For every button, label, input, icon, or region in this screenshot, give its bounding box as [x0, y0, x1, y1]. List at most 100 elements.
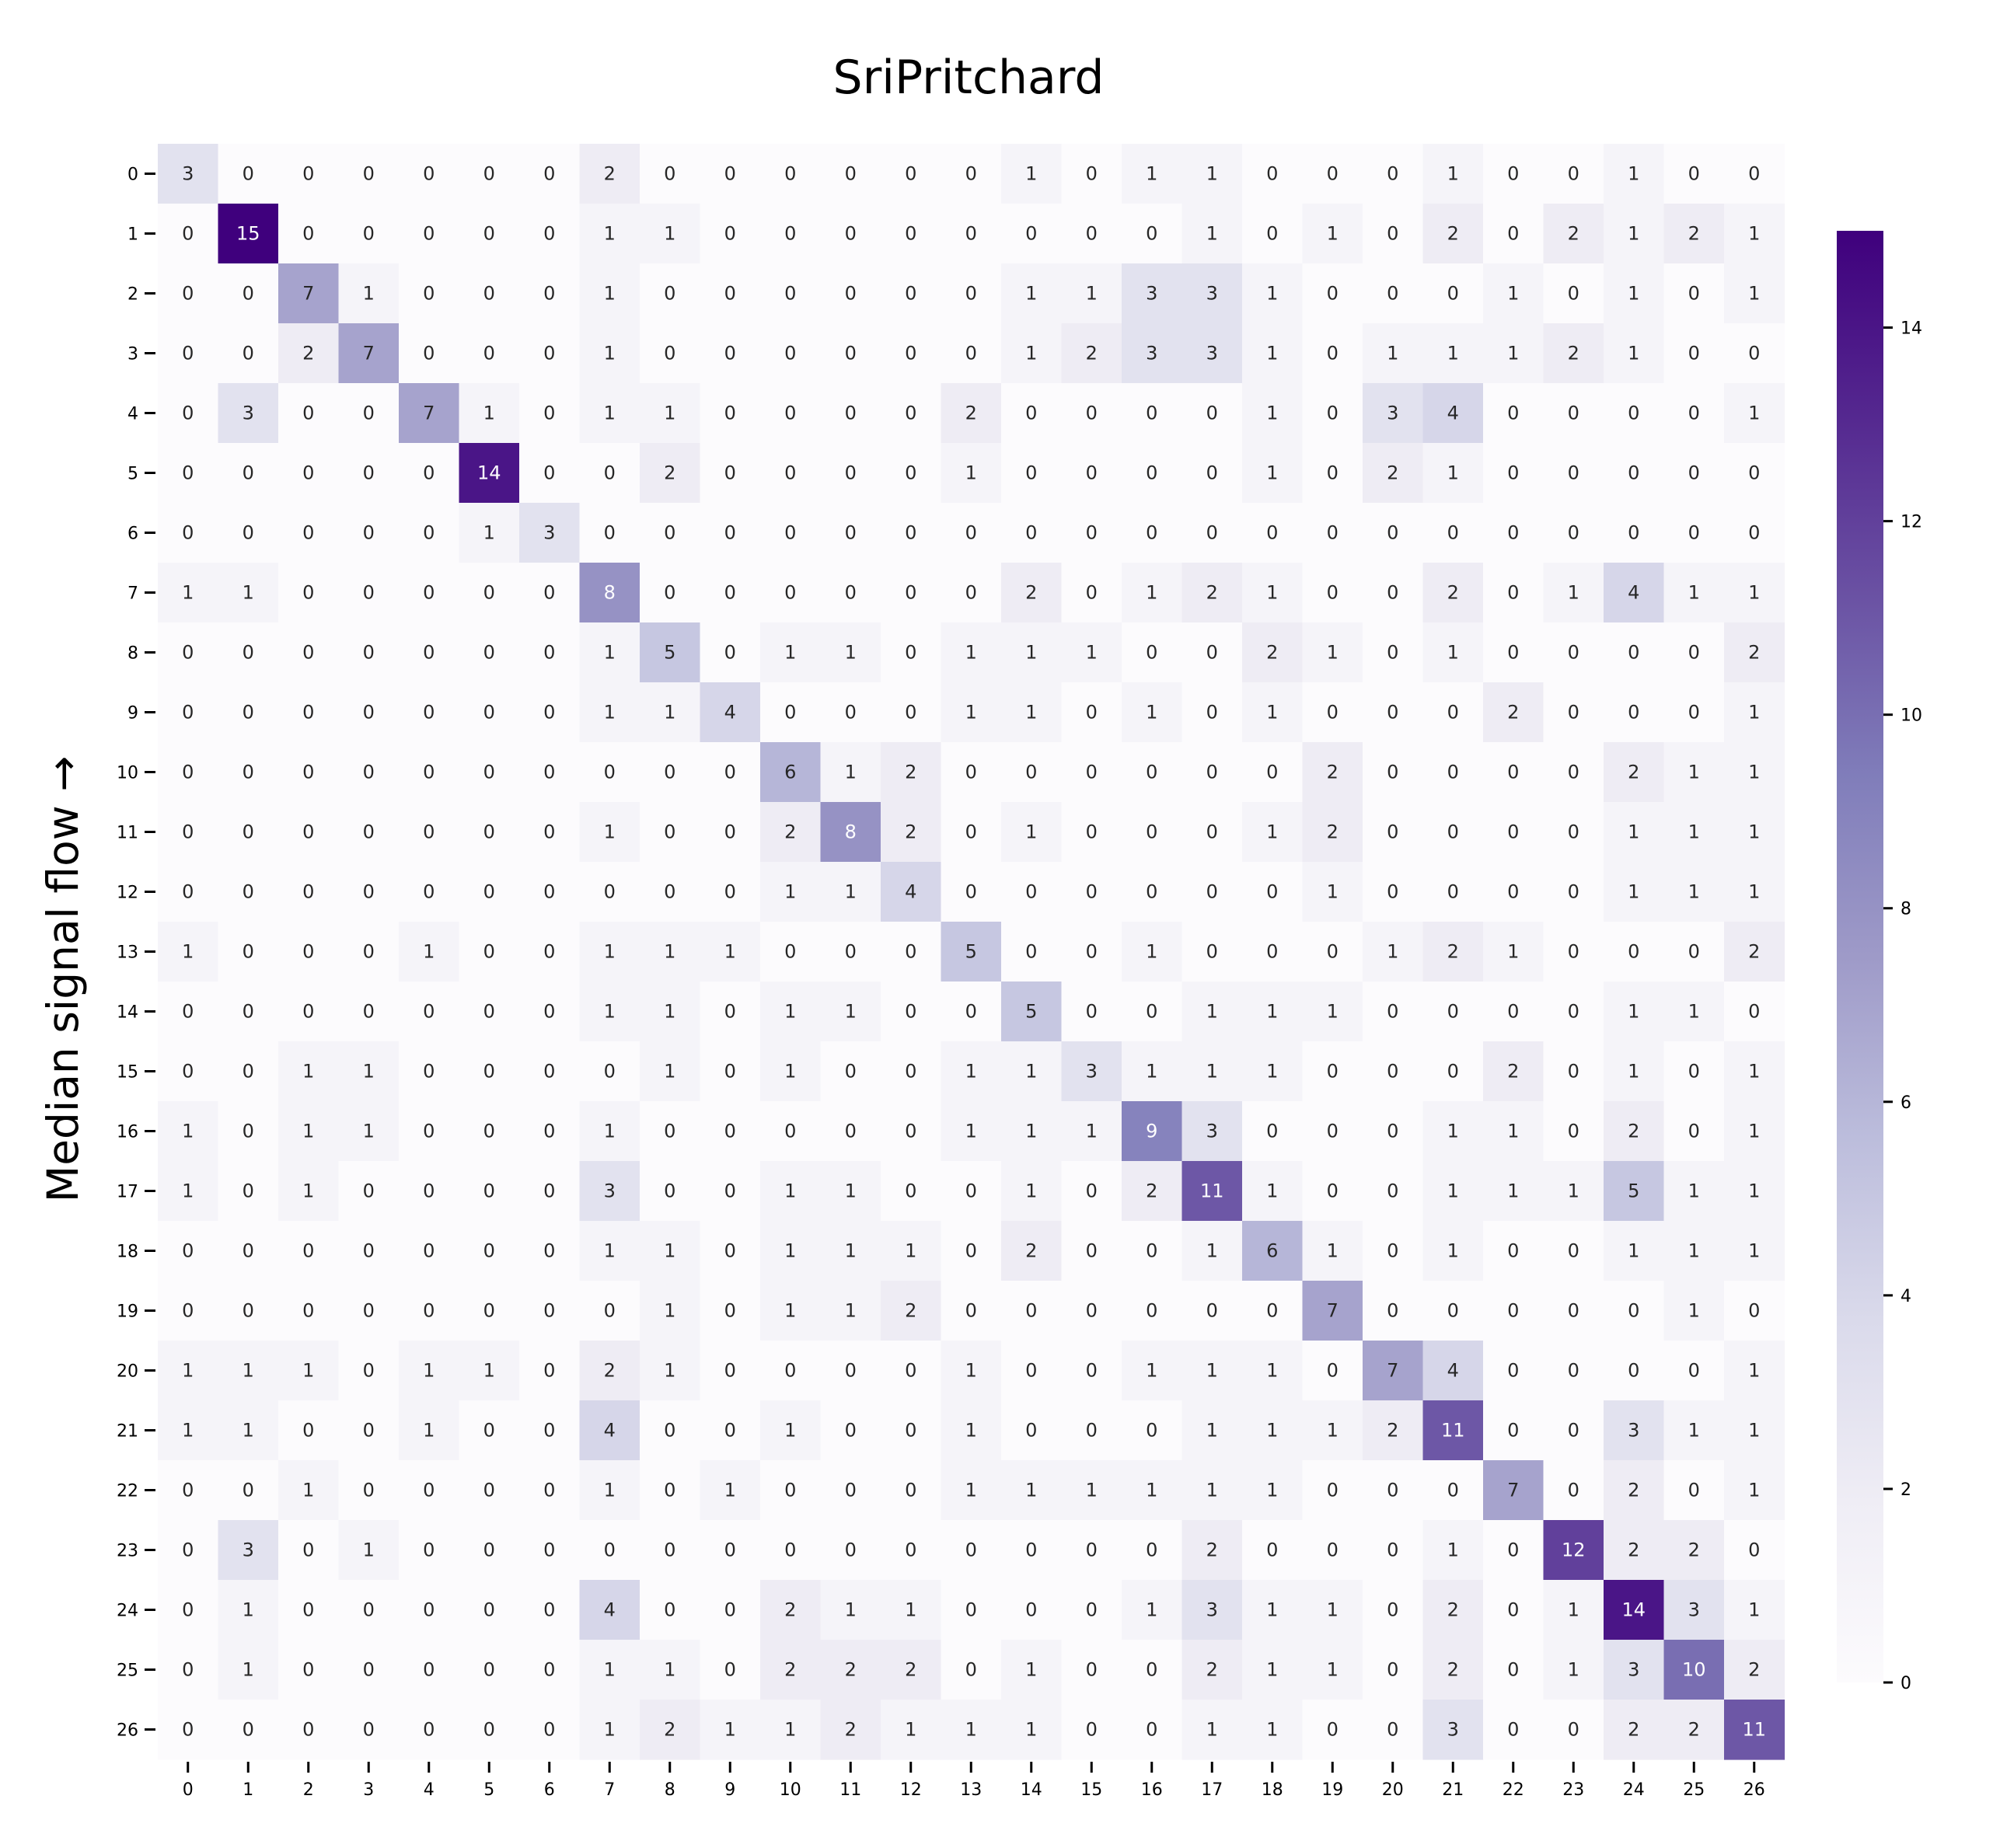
heatmap-cell — [338, 1520, 400, 1581]
cell-value-label: 2 — [1628, 1539, 1639, 1561]
heatmap-cell — [1604, 862, 1665, 922]
heatmap-cell — [640, 1221, 701, 1281]
cell-value-label: 0 — [905, 941, 916, 963]
heatmap-cell — [218, 1341, 279, 1401]
heatmap-cell — [1181, 1161, 1243, 1222]
heatmap-cell — [1363, 204, 1424, 264]
cell-value-label: 1 — [1327, 1599, 1339, 1621]
heatmap-cell — [459, 682, 520, 743]
heatmap-cell — [579, 682, 640, 743]
heatmap-cell — [1001, 982, 1063, 1042]
heatmap-cell — [338, 922, 400, 982]
heatmap-cell — [519, 383, 581, 444]
cell-value-label: 1 — [1748, 762, 1760, 783]
cell-value-label: 1 — [1387, 343, 1398, 364]
heatmap-cell — [640, 1640, 701, 1700]
heatmap-cell — [519, 1221, 581, 1281]
heatmap-cell — [1001, 1640, 1063, 1700]
heatmap-cell — [579, 323, 640, 384]
cell-value-label: 0 — [1748, 1539, 1760, 1561]
cell-value-label: 1 — [483, 1360, 495, 1382]
cell-value-label: 1 — [1507, 1121, 1519, 1142]
cell-value-label: 1 — [784, 881, 796, 903]
cell-value-label: 2 — [664, 1719, 675, 1741]
heatmap-cell — [278, 982, 340, 1042]
cell-value-label: 0 — [724, 1180, 736, 1202]
cell-value-label: 0 — [243, 1480, 254, 1501]
cell-value-label: 5 — [664, 642, 675, 664]
heatmap-cell — [1422, 1460, 1484, 1521]
heatmap-cell — [881, 982, 942, 1042]
heatmap-cell — [1363, 443, 1424, 504]
cell-value-label: 1 — [1146, 1599, 1157, 1621]
cell-value-label: 0 — [543, 1061, 555, 1083]
cell-value-label: 0 — [845, 163, 857, 185]
cell-value-label: 1 — [1628, 283, 1639, 305]
heatmap-cell — [278, 323, 340, 384]
cell-value-label: 0 — [1387, 522, 1398, 544]
cell-value-label: 0 — [664, 821, 675, 843]
cell-value-label: 1 — [182, 1121, 194, 1142]
heatmap-cell — [700, 1101, 761, 1162]
heatmap-cell — [1122, 802, 1183, 863]
heatmap-cell — [278, 443, 340, 504]
heatmap-cell — [519, 1281, 581, 1341]
heatmap-cell — [1483, 682, 1544, 743]
heatmap-cell — [519, 1341, 581, 1401]
heatmap-cell — [278, 1400, 340, 1461]
heatmap-cell — [640, 144, 701, 204]
cell-value-label: 2 — [1387, 462, 1398, 484]
heatmap-cell — [1122, 1281, 1183, 1341]
cell-value-label: 0 — [1628, 642, 1639, 664]
cell-value-label: 0 — [1748, 1300, 1760, 1322]
heatmap-cell — [1181, 144, 1243, 204]
heatmap-cell — [1363, 1520, 1424, 1581]
heatmap-cell — [278, 682, 340, 743]
cell-value-label: 0 — [965, 343, 977, 364]
heatmap-cell — [158, 383, 219, 444]
cell-value-label: 0 — [182, 762, 194, 783]
cell-value-label: 0 — [1025, 941, 1037, 963]
heatmap-cell — [881, 742, 942, 803]
cell-value-label: 0 — [1206, 462, 1218, 484]
cell-value-label: 1 — [784, 1420, 796, 1442]
heatmap-cell — [399, 922, 460, 982]
cell-value-label: 0 — [363, 1001, 375, 1023]
cell-value-label: 0 — [1327, 462, 1339, 484]
cell-value-label: 0 — [1568, 1300, 1579, 1322]
cell-value-label: 0 — [1086, 1360, 1098, 1382]
cell-value-label: 0 — [1086, 881, 1098, 903]
cell-value-label: 1 — [1146, 941, 1157, 963]
heatmap-cell — [1061, 563, 1122, 623]
cell-value-label: 0 — [905, 223, 916, 245]
cell-value-label: 1 — [1628, 821, 1639, 843]
heatmap-cell — [640, 742, 701, 803]
cell-value-label: 0 — [483, 223, 495, 245]
heatmap-cell — [1181, 1640, 1243, 1700]
heatmap-cell — [1061, 1640, 1122, 1700]
cell-value-label: 1 — [1327, 642, 1339, 664]
heatmap-cell — [1061, 802, 1122, 863]
cell-value-label: 1 — [302, 1360, 314, 1382]
cell-value-label: 0 — [483, 1001, 495, 1023]
heatmap-cell — [1543, 1520, 1604, 1581]
cell-value-label: 0 — [905, 522, 916, 544]
cell-value-label: 0 — [363, 1240, 375, 1262]
cell-value-label: 2 — [1628, 1480, 1639, 1501]
cell-value-label: 3 — [1628, 1659, 1639, 1681]
cell-value-label: 0 — [302, 1001, 314, 1023]
heatmap-cell — [158, 742, 219, 803]
heatmap-cell — [820, 1161, 881, 1222]
heatmap-cell — [640, 802, 701, 863]
cell-value-label: 1 — [1688, 821, 1700, 843]
heatmap-cell — [158, 1101, 219, 1162]
heatmap-cell — [820, 204, 881, 264]
heatmap-cell — [1061, 1400, 1122, 1461]
cell-value-label: 0 — [1628, 403, 1639, 424]
heatmap-cell — [640, 503, 701, 563]
cell-value-label: 0 — [1025, 1360, 1037, 1382]
heatmap-cell — [881, 682, 942, 743]
cell-value-label: 1 — [664, 1659, 675, 1681]
heatmap-cell — [399, 263, 460, 324]
cell-value-label: 12 — [1562, 1539, 1586, 1561]
